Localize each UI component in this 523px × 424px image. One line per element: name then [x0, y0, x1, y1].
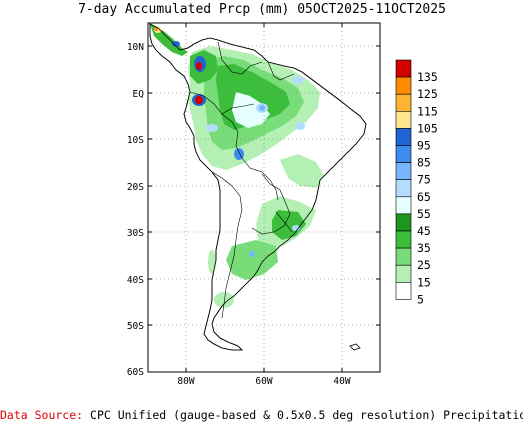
legend-label: 105 — [417, 121, 438, 135]
legend-swatch — [395, 179, 412, 198]
precip-15-andes — [208, 250, 216, 274]
longitude-labels: 80W 60W 40W — [177, 376, 350, 387]
lat-label: 10S — [127, 135, 144, 146]
legend-swatch — [395, 213, 412, 232]
lat-label: 60S — [127, 367, 144, 378]
precip-argentina — [226, 240, 278, 280]
lon-label: 40W — [333, 376, 350, 387]
latitude-labels: 10N EQ 10S 20S 30S 40S 50S 60S — [127, 42, 144, 378]
lon-label: 60W — [255, 376, 272, 387]
precip-125-caribbean — [154, 27, 158, 31]
precipitation-map: 10N EQ 10S 20S 30S 40S 50S 60S 80W 60W 4… — [127, 22, 438, 387]
coastline-overlay — [149, 23, 367, 351]
map-title: 7-day Accumulated Prcp (mm) 05OCT2025-11… — [78, 2, 446, 17]
precip-55-amazon — [232, 92, 270, 128]
legend-label: 25 — [417, 258, 431, 272]
legend-swatch — [395, 93, 412, 112]
lat-label: 30S — [127, 228, 144, 239]
legend-swatch — [395, 230, 412, 249]
map-content — [148, 23, 380, 372]
legend-swatch — [395, 111, 412, 129]
precip-65-south — [292, 225, 300, 231]
lat-label: 40S — [127, 275, 144, 286]
precip-east-brazil — [280, 154, 324, 188]
precip-135-colombia — [196, 62, 202, 70]
legend-swatch — [395, 281, 412, 300]
legend-swatch — [395, 76, 412, 95]
data-source-footer: Data Source: CPC Unified (gauge-based & … — [0, 408, 523, 422]
legend-swatch — [395, 162, 412, 181]
lat-label: 20S — [127, 182, 144, 193]
precip-95-panama — [172, 41, 180, 47]
legend-swatch — [395, 264, 412, 283]
falkland-islands — [349, 343, 361, 351]
map-title-text: 7-day Accumulated Prcp (mm) 05OCT2025-11… — [78, 2, 446, 17]
precip-135-ecuador — [195, 96, 203, 104]
country-borders — [189, 41, 295, 319]
precip-65-north — [292, 76, 304, 84]
precip-65-argentina — [249, 251, 255, 257]
legend-label: 45 — [417, 224, 431, 238]
legend-label: 125 — [417, 87, 438, 101]
legend-swatch — [395, 145, 412, 163]
legend-swatch — [395, 128, 412, 146]
data-source-label: Data Source: — [0, 408, 83, 422]
lat-label: 10N — [127, 42, 144, 53]
legend-label: 75 — [417, 173, 431, 187]
legend-label: 65 — [417, 190, 431, 204]
legend-label: 95 — [417, 139, 431, 153]
precip-65-west — [206, 124, 218, 132]
legend-label: 35 — [417, 241, 431, 255]
legend-swatch — [395, 247, 412, 266]
legend-label: 135 — [417, 70, 438, 84]
legend-label: 5 — [417, 292, 424, 306]
data-source-text: CPC Unified (gauge-based & 0.5x0.5 deg r… — [83, 408, 523, 422]
lon-label: 80W — [177, 376, 194, 387]
legend-swatch — [395, 59, 412, 78]
legend-swatch — [395, 196, 412, 215]
data-source-line: Data Source: CPC Unified (gauge-based & … — [0, 408, 523, 422]
lat-label: EQ — [133, 89, 145, 100]
legend-label: 85 — [417, 156, 431, 170]
precip-65-east — [295, 122, 305, 130]
legend-label: 55 — [417, 207, 431, 221]
lat-label: 50S — [127, 321, 144, 332]
color-legend: 135 125 115 105 95 85 75 65 55 45 35 25 15 5 — [395, 59, 438, 306]
axis-ticks — [148, 23, 380, 372]
legend-label: 115 — [417, 104, 438, 118]
legend-label: 15 — [417, 275, 431, 289]
graticule — [148, 23, 380, 372]
precip-75-core — [259, 105, 265, 111]
precip-15-patagonia — [214, 292, 234, 308]
